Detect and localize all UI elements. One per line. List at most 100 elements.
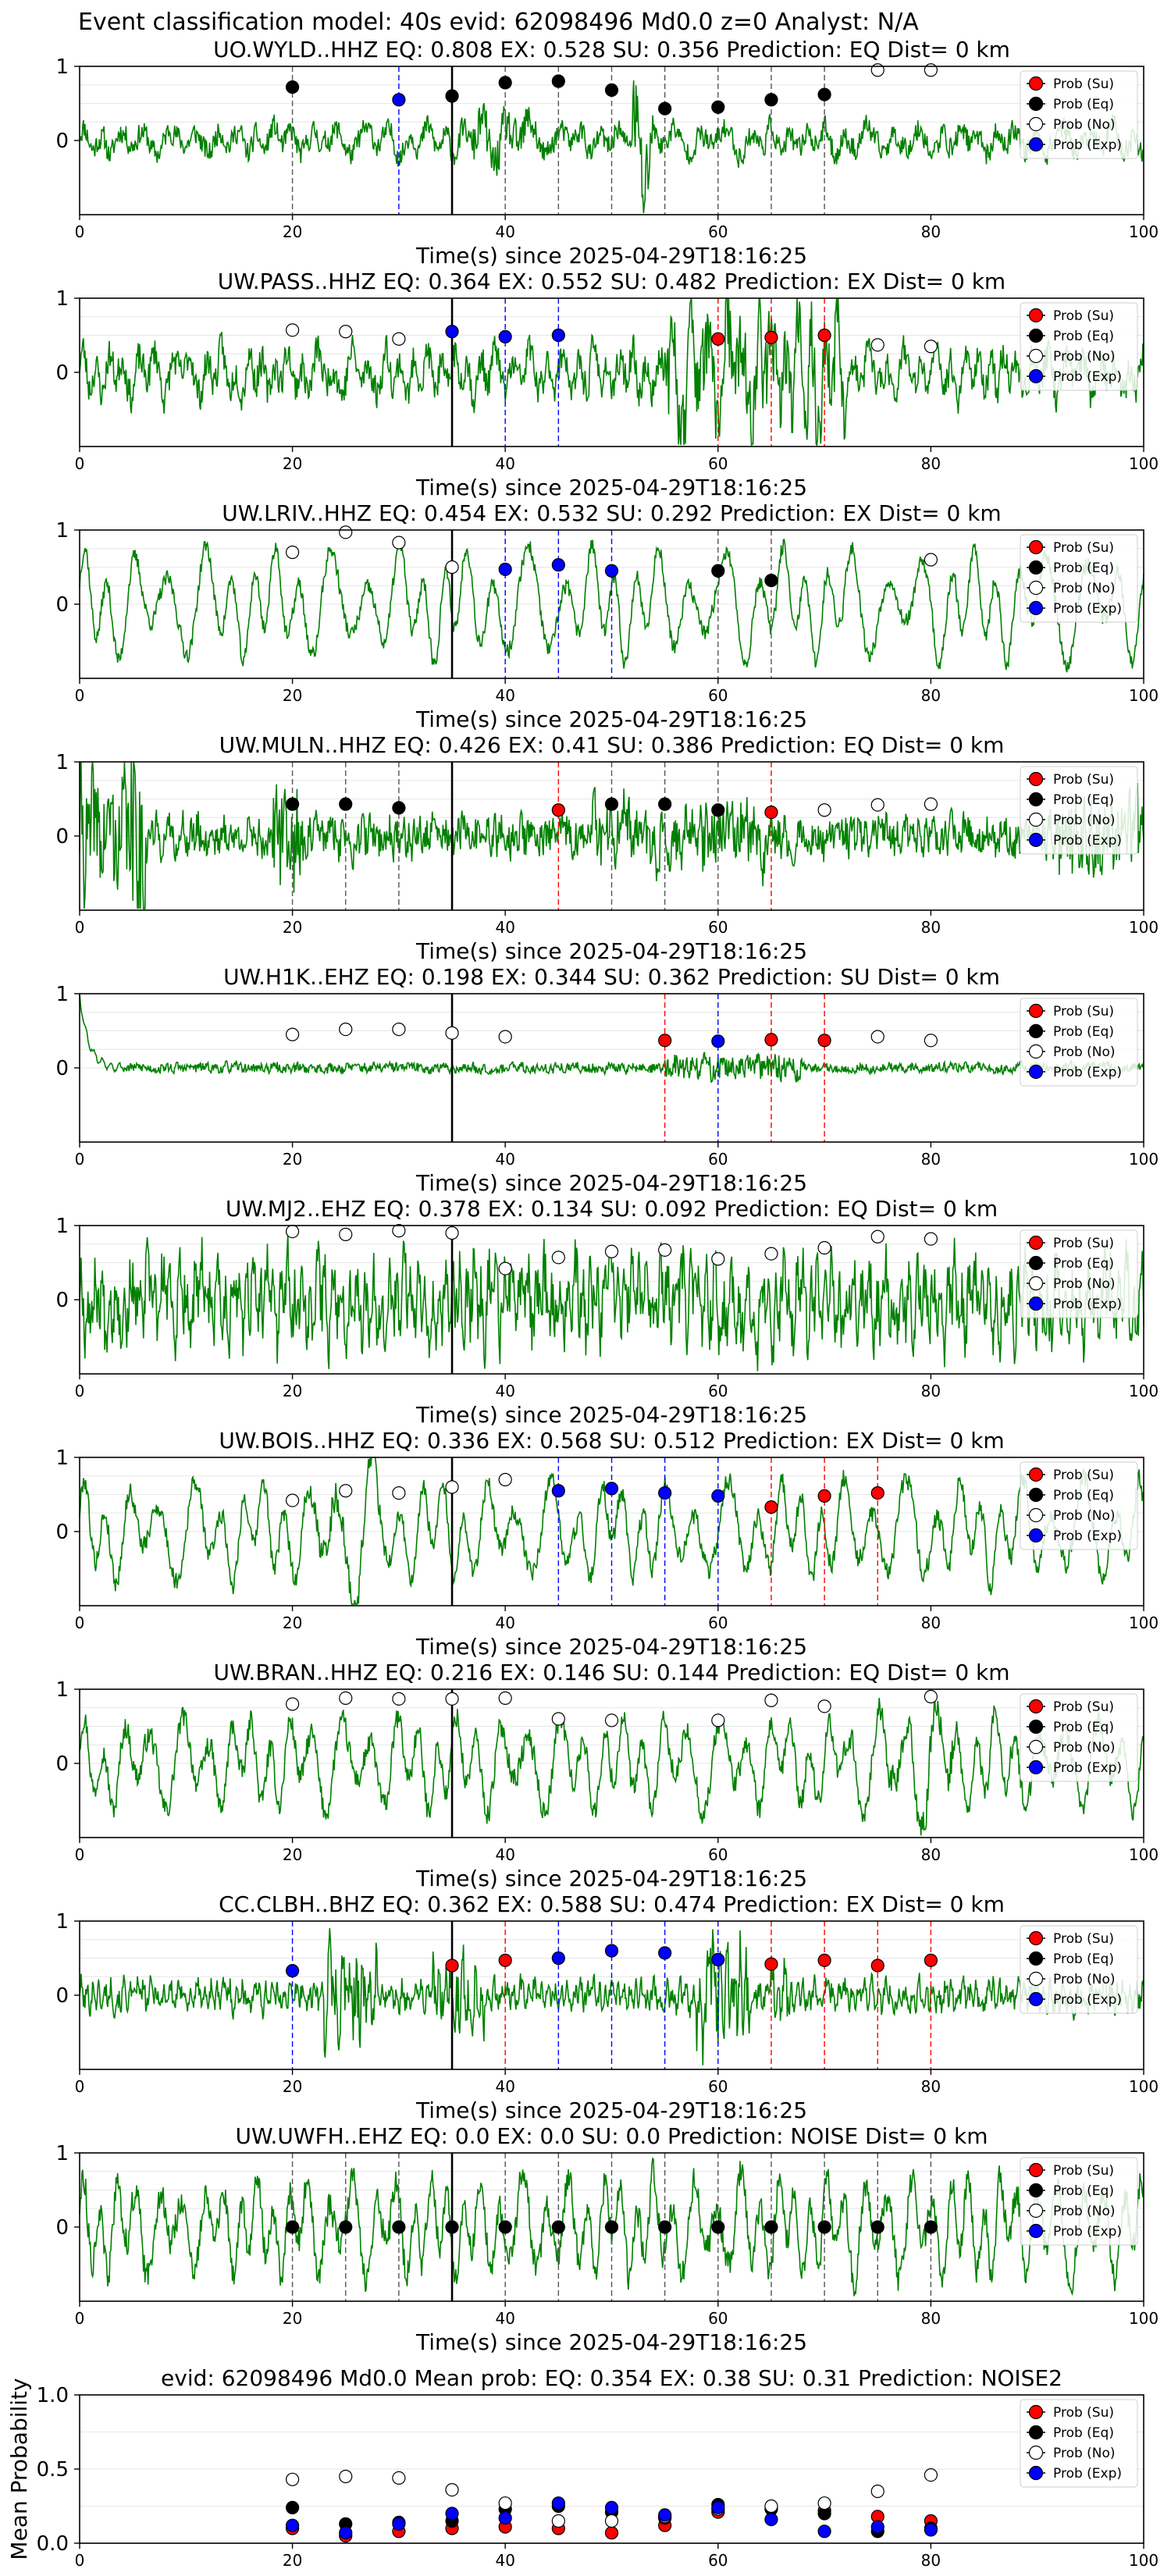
legend-marker — [1028, 348, 1044, 364]
legend-label: Prob (Su) — [1053, 772, 1114, 788]
panel-title: UW.BOIS..HHZ EQ: 0.336 EX: 0.568 SU: 0.5… — [219, 1428, 1004, 1453]
y-tick-label: 0 — [55, 1752, 69, 1776]
mean-marker-no — [870, 2484, 884, 2499]
prob-marker-no — [870, 338, 884, 352]
x-tick-label: 0 — [75, 2309, 85, 2328]
axes-frame — [79, 761, 1144, 911]
mean-marker-exp — [817, 2524, 831, 2539]
prob-marker-su — [870, 1485, 884, 1500]
x-tick-label: 80 — [921, 222, 941, 241]
prob-marker-no — [870, 798, 884, 812]
legend-label: Prob (No) — [1053, 1972, 1116, 1987]
x-tick-label: 40 — [495, 1845, 514, 1864]
legend-label: Prob (Eq) — [1053, 2425, 1114, 2441]
prob-marker-eq — [604, 83, 619, 98]
x-tick-label: 0 — [75, 2551, 85, 2570]
legend-label: Prob (Eq) — [1053, 2183, 1114, 2199]
legend-marker — [1028, 2223, 1044, 2239]
y-tick-label: 1 — [55, 1910, 69, 1934]
x-tick-label: 60 — [708, 1845, 728, 1864]
x-tick-label: 60 — [708, 918, 728, 937]
prob-marker-eq — [498, 2220, 512, 2234]
y-tick-label: 1 — [55, 519, 69, 543]
prob-marker-no — [924, 340, 938, 354]
legend-label: Prob (Eq) — [1053, 97, 1114, 112]
prob-marker-no — [924, 797, 938, 811]
mean-marker-no — [764, 2499, 778, 2514]
prob-marker-no — [924, 63, 938, 77]
legend-marker — [1028, 560, 1044, 575]
axes-frame — [79, 297, 1144, 447]
prob-marker-su — [764, 330, 778, 344]
prob-marker-su — [764, 1957, 778, 1971]
legend-marker — [1028, 2162, 1044, 2178]
x-tick-label: 40 — [495, 918, 514, 937]
mean-marker-exp — [924, 2523, 938, 2537]
x-axis-label: Time(s) since 2025-04-29T18:16:25 — [415, 1866, 807, 1891]
x-tick-label: 20 — [283, 2309, 302, 2328]
prob-marker-exp — [498, 329, 512, 343]
x-tick-label: 100 — [1129, 2309, 1159, 2328]
mean-marker-exp — [764, 2513, 778, 2527]
x-axis-label: Time(s) since 2025-04-29T18:16:25 — [415, 938, 807, 964]
legend-marker — [1028, 600, 1044, 616]
x-tick-label: 40 — [495, 2309, 514, 2328]
legend-marker — [1028, 137, 1044, 152]
y-tick-label: 0 — [55, 1289, 69, 1312]
x-tick-label: 40 — [495, 222, 514, 241]
mean-marker-exp — [392, 2517, 406, 2531]
prob-marker-eq — [711, 2220, 725, 2234]
prob-marker-no — [870, 1229, 884, 1244]
legend-marker — [1028, 116, 1044, 132]
legend-label: Prob (Su) — [1053, 1004, 1114, 1019]
prob-marker-no — [924, 1034, 938, 1048]
x-tick-label: 60 — [708, 2551, 728, 2570]
prob-marker-su — [764, 805, 778, 820]
x-tick-label: 100 — [1129, 222, 1159, 241]
figure-suptitle: Event classification model: 40s evid: 62… — [78, 9, 919, 36]
prob-marker-no — [924, 1689, 938, 1704]
legend-box — [1020, 534, 1138, 623]
prob-marker-eq — [817, 2220, 831, 2234]
x-tick-label: 100 — [1129, 1150, 1159, 1169]
legend-marker — [1028, 1951, 1044, 1966]
prob-marker-eq — [445, 89, 459, 103]
x-tick-label: 20 — [283, 2551, 302, 2570]
legend-marker — [1028, 328, 1044, 343]
y-tick-label: 1 — [55, 55, 69, 79]
x-tick-label: 100 — [1129, 686, 1159, 705]
station-panel-9: UW.UWFH..EHZ EQ: 0.0 EX: 0.0 SU: 0.0 Pre… — [55, 2123, 1159, 2355]
legend-box — [1020, 70, 1138, 159]
y-tick-label: 0 — [55, 1057, 69, 1080]
legend-marker — [1028, 1235, 1044, 1251]
prob-marker-eq — [658, 101, 672, 116]
x-tick-label: 80 — [921, 1150, 941, 1169]
x-tick-label: 60 — [708, 222, 728, 241]
station-panel-7: UW.BRAN..HHZ EQ: 0.216 EX: 0.146 SU: 0.1… — [55, 1660, 1159, 1891]
prob-marker-no — [339, 1022, 353, 1037]
legend-marker — [1028, 1044, 1044, 1059]
mean-marker-no — [392, 2471, 406, 2485]
prob-marker-su — [498, 1953, 512, 1967]
mean-marker-exp — [339, 2526, 353, 2540]
x-tick-label: 40 — [495, 1382, 514, 1400]
legend-marker — [1028, 832, 1044, 848]
x-axis-label: Time(s) since 2025-04-29T18:16:25 — [415, 475, 807, 500]
prob-marker-no — [392, 1485, 406, 1500]
x-tick-label: 60 — [708, 1150, 728, 1169]
legend-marker — [1028, 1003, 1044, 1019]
x-axis-label: Time(s) since 2025-04-29T18:16:25 — [415, 2097, 807, 2123]
x-tick-label: 0 — [75, 686, 85, 705]
panel-title: CC.CLBH..BHZ EQ: 0.362 EX: 0.588 SU: 0.4… — [219, 1891, 1005, 1917]
x-tick-label: 40 — [495, 686, 514, 705]
legend-label: Prob (No) — [1053, 349, 1116, 365]
x-tick-label: 100 — [1129, 2077, 1159, 2096]
mean-marker-no — [498, 2496, 512, 2510]
y-tick-label: 1 — [55, 983, 69, 1006]
prob-marker-no — [445, 1692, 459, 1706]
prob-marker-no — [286, 1224, 300, 1239]
legend-label: Prob (No) — [1053, 1740, 1116, 1756]
prob-marker-no — [339, 1227, 353, 1242]
mean-marker-exp — [604, 2500, 619, 2514]
